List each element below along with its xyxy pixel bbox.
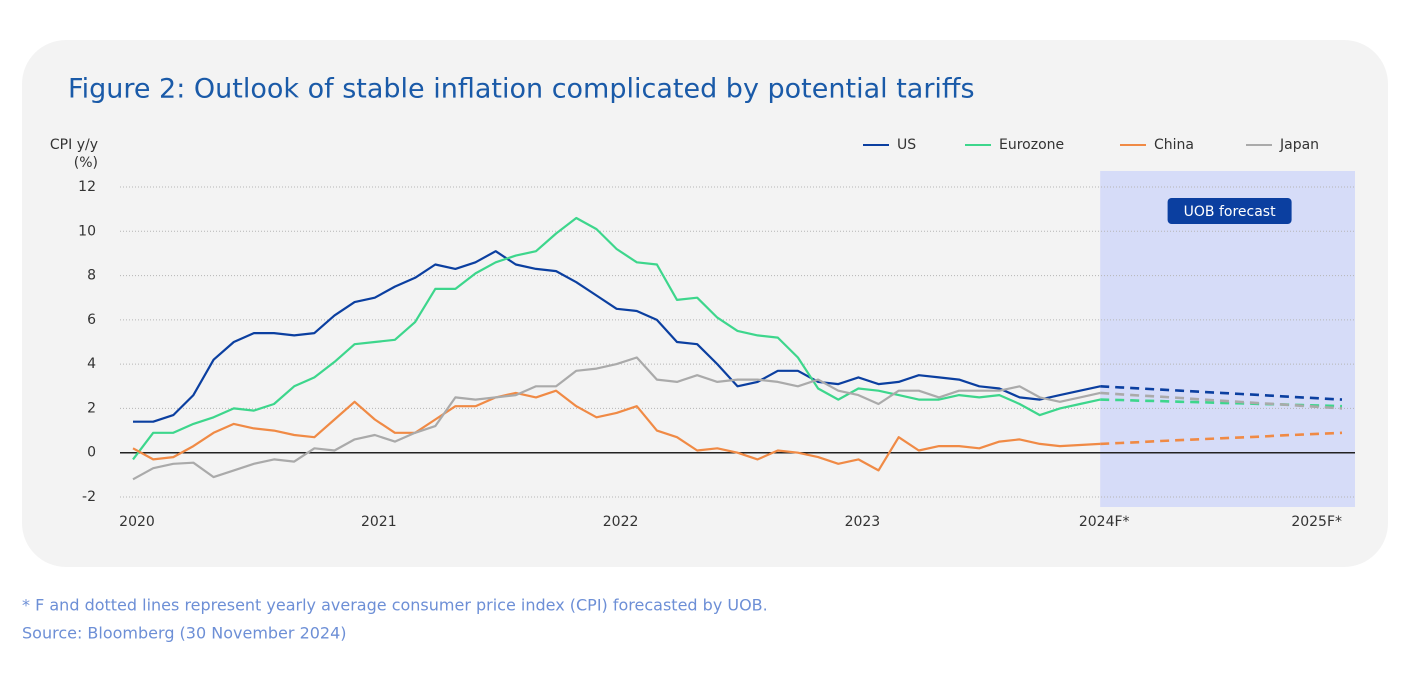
- legend-label: China: [1154, 137, 1194, 153]
- x-tick-label: 2022: [603, 514, 639, 530]
- forecast-region: [1100, 171, 1355, 507]
- forecast-line: [1100, 385, 1343, 401]
- x-tick-label: 2024F*: [1079, 514, 1130, 530]
- chart-card: [22, 40, 1388, 567]
- chart-title: Figure 2: Outlook of stable inflation co…: [68, 74, 975, 105]
- forecast-line: [1100, 431, 1343, 446]
- annotation: UOB forecast: [1184, 204, 1276, 220]
- x-tick-label: 2025F*: [1291, 514, 1342, 530]
- y-tick-label: 0: [87, 445, 96, 461]
- line: [132, 389, 1101, 472]
- y-tick-label: 2: [87, 400, 96, 416]
- x-tick-label: 2020: [119, 514, 155, 530]
- annotation-badge: [1167, 198, 1292, 224]
- footnote: * F and dotted lines represent yearly av…: [22, 596, 768, 615]
- y-tick-label: 8: [87, 268, 96, 284]
- line: [133, 250, 1101, 423]
- legend-label: Japan: [1279, 137, 1319, 153]
- line: [132, 356, 1101, 481]
- legend-label: Eurozone: [999, 137, 1064, 153]
- y-axis-label: (%): [74, 155, 98, 171]
- x-tick-label: 2023: [845, 514, 881, 530]
- x-tick-label: 2021: [361, 514, 397, 530]
- legend-label: US: [897, 137, 916, 153]
- y-axis-label: CPI y/y: [50, 137, 98, 153]
- y-tick-label: 10: [78, 223, 96, 239]
- source-note: Source: Bloomberg (30 November 2024): [22, 624, 347, 643]
- y-tick-label: 4: [87, 356, 96, 372]
- line: [132, 216, 1101, 461]
- y-tick-label: 12: [78, 179, 96, 195]
- y-tick-label: 6: [87, 312, 96, 328]
- y-tick-label: -2: [82, 489, 96, 505]
- forecast-line: [1100, 391, 1343, 410]
